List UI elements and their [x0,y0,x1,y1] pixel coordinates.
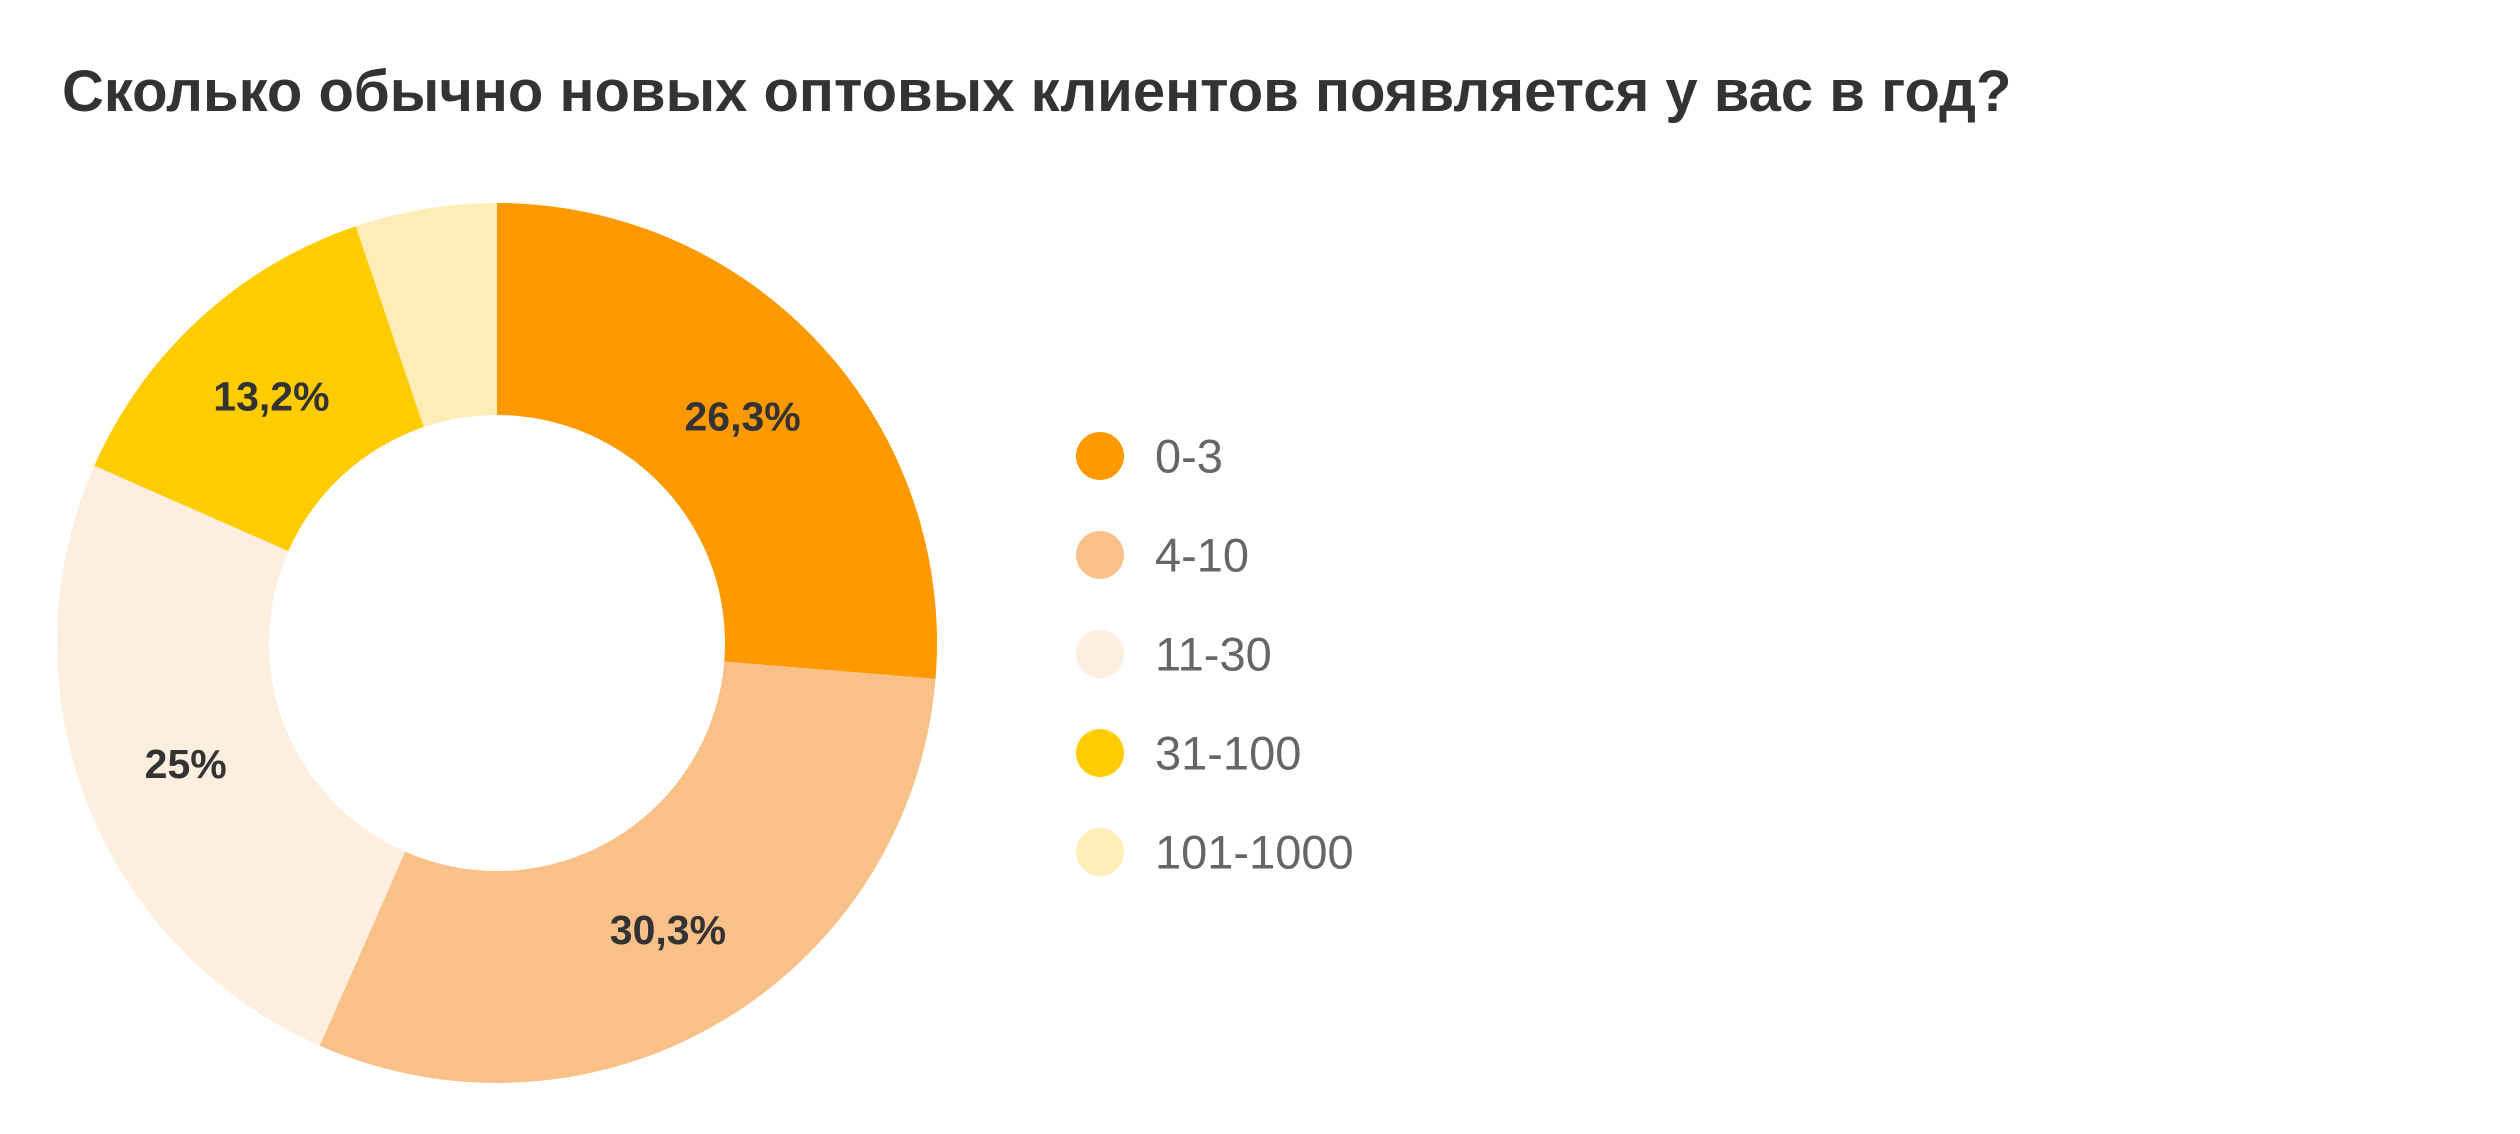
legend-label-0-3: 0-3 [1155,430,1223,483]
legend: 0-3 4-10 11-30 31-100 101-1000 [1076,430,1354,879]
chart-title: Сколько обычно новых оптовых клиентов по… [62,59,2012,124]
donut-slices [56,203,938,1083]
legend-swatch-4-10 [1076,531,1124,579]
slice-label-0-3: 26,3% [684,394,800,440]
slice-label-11-30: 25% [145,741,227,787]
legend-label-31-100: 31-100 [1155,727,1301,780]
legend-label-101-1000: 101-1000 [1155,826,1354,879]
slice-label-31-100: 13,2% [213,374,329,420]
legend-swatch-101-1000 [1076,828,1124,876]
slice-11-30 [56,465,406,1046]
slice-101-1000 [355,203,497,428]
legend-swatch-31-100 [1076,729,1124,777]
legend-label-4-10: 4-10 [1155,529,1249,582]
slice-4-10 [319,661,936,1083]
slice-0-3 [497,203,938,679]
legend-swatch-11-30 [1076,630,1124,678]
slice-labels: 26,3% 30,3% 25% 13,2% [145,374,801,953]
legend-swatch-0-3 [1076,432,1124,480]
legend-label-11-30: 11-30 [1155,628,1272,681]
slice-31-100 [94,226,424,552]
slice-label-4-10: 30,3% [610,907,726,953]
